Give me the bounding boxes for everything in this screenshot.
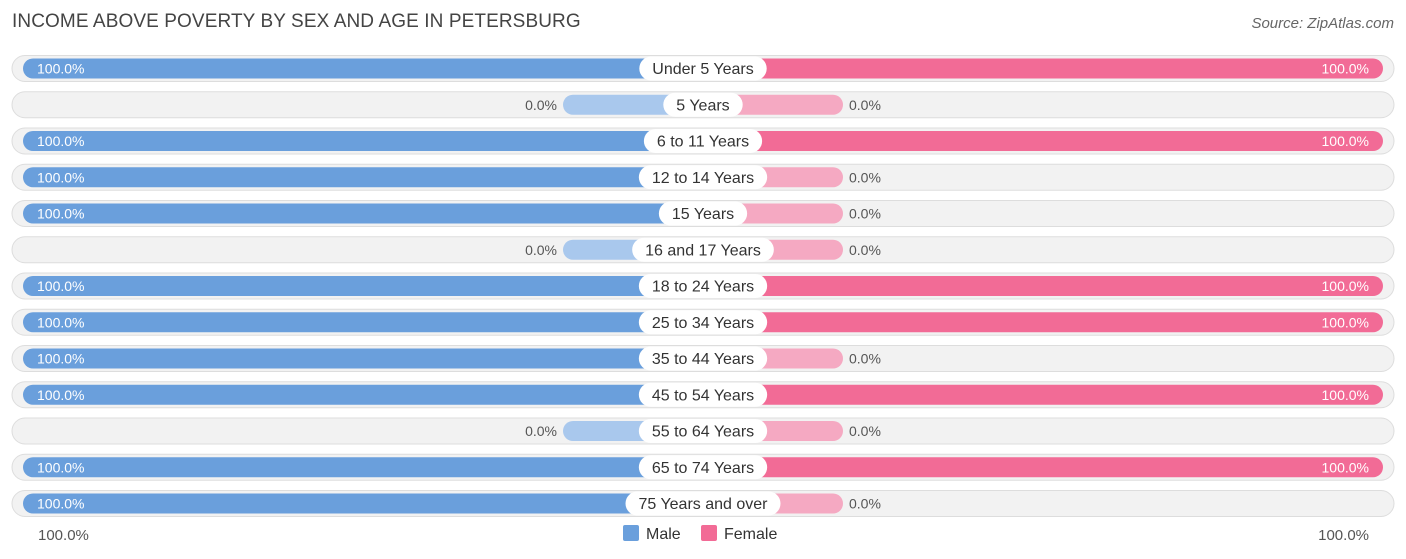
female-bar [703, 312, 1383, 333]
female-value-label: 0.0% [849, 242, 881, 258]
category-label: Under 5 Years [652, 61, 753, 78]
category-pill [632, 237, 774, 262]
category-label: 35 to 44 Years [652, 351, 754, 368]
male-value-label: 100.0% [37, 61, 84, 77]
male-bar [23, 131, 703, 151]
source-label: Source: ZipAtlas.com [1251, 15, 1394, 32]
category-pill [625, 491, 781, 516]
male-value-label: 100.0% [37, 351, 84, 367]
category-label: 6 to 11 Years [657, 134, 749, 151]
axis-left-label: 100.0% [38, 527, 89, 544]
female-bar [703, 58, 1383, 79]
category-pill [638, 419, 768, 443]
male-bar [23, 203, 703, 224]
male-value-label: 100.0% [37, 278, 84, 294]
category-pill [638, 455, 768, 480]
female-value-label: 0.0% [849, 351, 881, 367]
male-bar [23, 58, 703, 79]
female-bar [703, 457, 1383, 478]
male-value-label: 100.0% [37, 314, 84, 330]
category-pill [663, 92, 743, 117]
female-value-label: 0.0% [849, 97, 881, 113]
female-value-label: 100.0% [1322, 314, 1369, 330]
male-value-label: 100.0% [37, 496, 84, 512]
male-bar [23, 167, 703, 188]
legend-label-female: Female [724, 526, 777, 543]
legend-label-male: Male [646, 526, 681, 543]
female-value-label: 100.0% [1322, 278, 1369, 294]
category-pill [639, 56, 767, 81]
female-value-label: 100.0% [1322, 387, 1369, 403]
female-value-label: 100.0% [1322, 459, 1369, 475]
category-label: 25 to 34 Years [652, 315, 754, 332]
male-value-label: 100.0% [37, 169, 84, 185]
category-label: 12 to 14 Years [652, 170, 754, 187]
female-bar [703, 131, 1383, 151]
male-bar [23, 493, 703, 514]
category-pill [638, 382, 768, 407]
female-value-label: 0.0% [849, 206, 881, 222]
female-value-label: 0.0% [849, 496, 881, 512]
category-label: 18 to 24 Years [652, 279, 754, 296]
female-bar [703, 276, 1383, 296]
category-pill [658, 201, 748, 226]
legend-swatch-female [701, 525, 717, 541]
male-value-label: 0.0% [525, 242, 557, 258]
male-value-label: 100.0% [37, 459, 84, 475]
legend-swatch-male [623, 525, 639, 541]
female-value-label: 0.0% [849, 423, 881, 439]
male-value-label: 0.0% [525, 423, 557, 439]
category-pill [638, 310, 768, 335]
female-value-label: 0.0% [849, 169, 881, 185]
category-pill [643, 129, 763, 153]
male-bar [23, 384, 703, 405]
category-label: 16 and 17 Years [645, 242, 761, 259]
male-value-label: 100.0% [37, 206, 84, 222]
category-label: 55 to 64 Years [652, 424, 754, 441]
male-bar [23, 276, 703, 296]
female-value-label: 100.0% [1322, 61, 1369, 77]
female-bar [703, 384, 1383, 405]
category-label: 45 to 54 Years [652, 387, 754, 404]
male-bar [23, 312, 703, 333]
female-value-label: 100.0% [1322, 133, 1369, 149]
category-pill [638, 274, 768, 298]
male-value-label: 0.0% [525, 97, 557, 113]
male-value-label: 100.0% [37, 387, 84, 403]
male-bar [23, 457, 703, 478]
axis-right-label: 100.0% [1318, 527, 1369, 544]
category-label: 15 Years [672, 206, 734, 223]
male-bar [23, 348, 703, 369]
category-label: 65 to 74 Years [652, 460, 754, 477]
category-label: 75 Years and over [639, 496, 769, 513]
male-value-label: 100.0% [37, 133, 84, 149]
category-pill [638, 165, 768, 190]
category-label: 5 Years [676, 97, 729, 114]
category-pill [638, 346, 768, 371]
chart-title: INCOME ABOVE POVERTY BY SEX AND AGE IN P… [12, 11, 581, 32]
